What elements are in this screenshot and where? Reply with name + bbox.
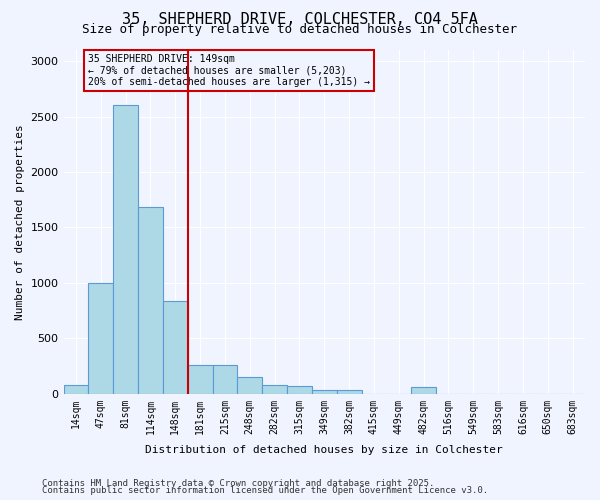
Bar xyxy=(212,365,238,394)
Text: Size of property relative to detached houses in Colchester: Size of property relative to detached ho… xyxy=(83,24,517,36)
Bar xyxy=(113,106,138,394)
Bar xyxy=(88,283,113,394)
Bar xyxy=(312,390,337,394)
Bar xyxy=(287,386,312,394)
X-axis label: Distribution of detached houses by size in Colchester: Distribution of detached houses by size … xyxy=(145,445,503,455)
Text: Contains HM Land Registry data © Crown copyright and database right 2025.: Contains HM Land Registry data © Crown c… xyxy=(42,478,434,488)
Y-axis label: Number of detached properties: Number of detached properties xyxy=(15,124,25,320)
Text: 35 SHEPHERD DRIVE: 149sqm
← 79% of detached houses are smaller (5,203)
20% of se: 35 SHEPHERD DRIVE: 149sqm ← 79% of detac… xyxy=(88,54,370,88)
Bar xyxy=(411,386,436,394)
Bar xyxy=(163,300,188,394)
Bar xyxy=(238,377,262,394)
Text: Contains public sector information licensed under the Open Government Licence v3: Contains public sector information licen… xyxy=(42,486,488,495)
Text: 35, SHEPHERD DRIVE, COLCHESTER, CO4 5FA: 35, SHEPHERD DRIVE, COLCHESTER, CO4 5FA xyxy=(122,12,478,28)
Bar xyxy=(262,386,287,394)
Bar xyxy=(337,390,362,394)
Bar xyxy=(188,365,212,394)
Bar xyxy=(64,386,88,394)
Bar xyxy=(138,208,163,394)
